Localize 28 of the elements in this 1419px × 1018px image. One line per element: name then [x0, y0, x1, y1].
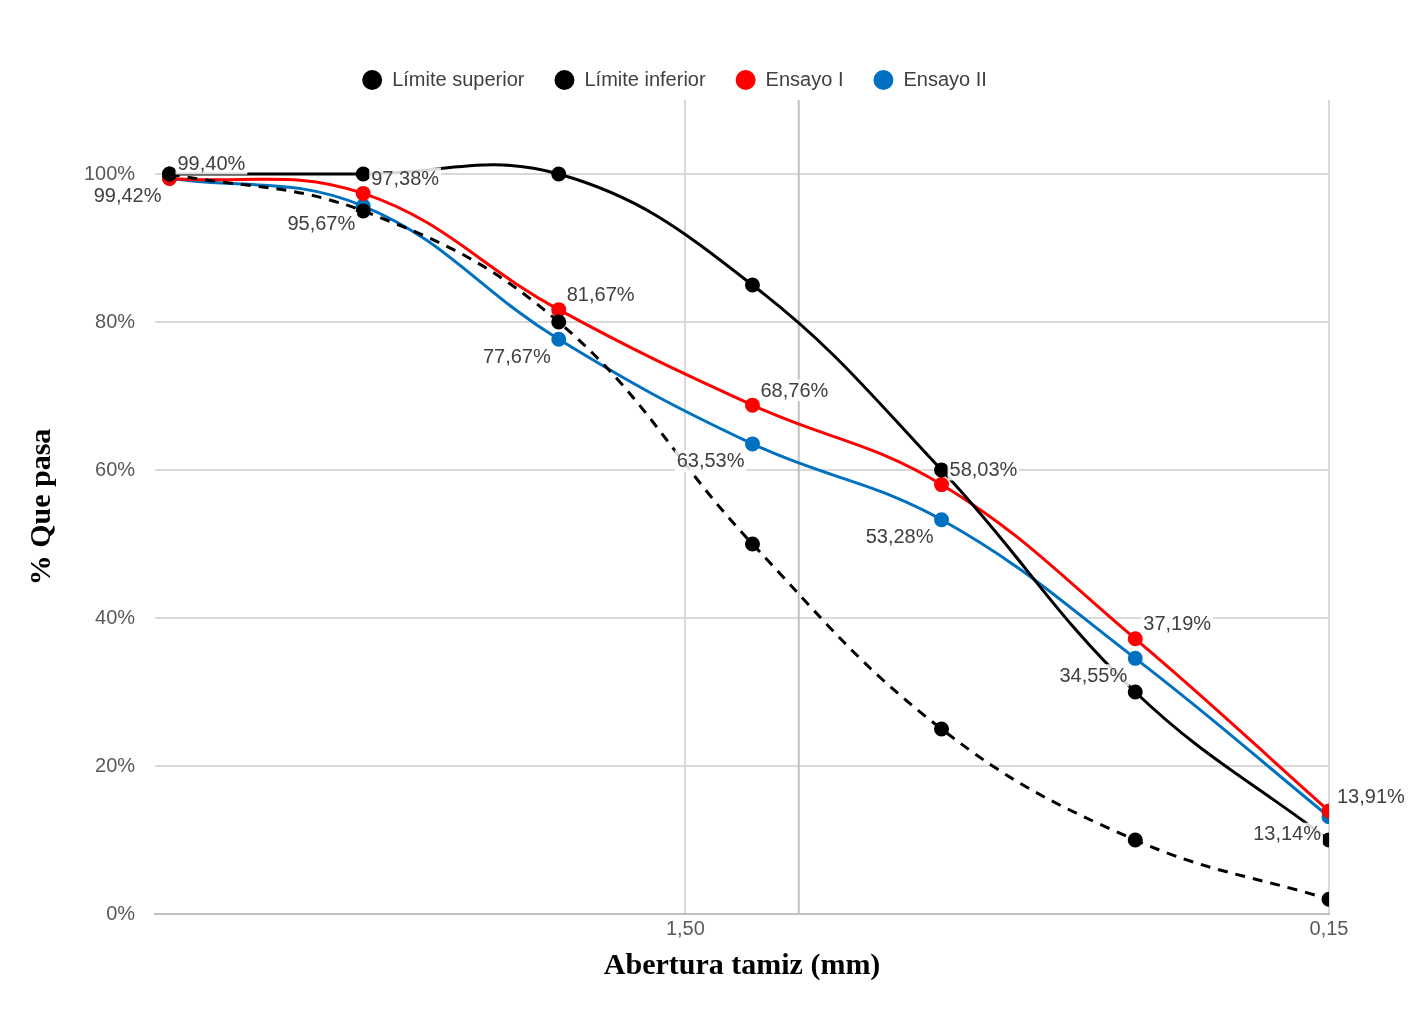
x-axis-title: Abertura tamiz (mm): [603, 946, 881, 981]
data-label: 63,53%: [676, 449, 745, 472]
y-axis-title: % Que pasa: [22, 428, 56, 586]
data-label: 77,67%: [482, 344, 551, 367]
y-tick-label: 40%: [95, 605, 136, 628]
y-tick-label: 100%: [84, 161, 136, 184]
y-tick-label: 20%: [95, 753, 136, 776]
legend-label: Ensayo I: [765, 67, 844, 90]
data-label: 53,28%: [865, 525, 934, 548]
data-label: 58,03%: [949, 458, 1018, 481]
data-label: 97,38%: [371, 166, 440, 189]
data-label: 68,76%: [760, 378, 829, 401]
data-label: 81,67%: [566, 283, 635, 306]
x-tick-label: 1,50: [665, 916, 705, 939]
legend-label: Límite superior: [392, 67, 525, 90]
data-label: 34,55%: [1059, 663, 1128, 686]
data-label: 99,40%: [177, 151, 246, 174]
x-tick-label: 0,15: [1309, 916, 1349, 939]
data-label: 13,91%: [1337, 784, 1406, 807]
data-label: 13,14%: [1253, 822, 1322, 845]
data-label: 37,19%: [1143, 612, 1212, 635]
y-tick-label: 80%: [95, 309, 136, 332]
y-tick-label: 0%: [106, 901, 136, 924]
data-label: 99,42%: [93, 183, 162, 206]
legend-label: Límite inferior: [584, 67, 706, 90]
legend-label: Ensayo II: [903, 67, 987, 90]
data-label: 95,67%: [287, 211, 356, 234]
y-tick-label: 60%: [95, 457, 136, 480]
